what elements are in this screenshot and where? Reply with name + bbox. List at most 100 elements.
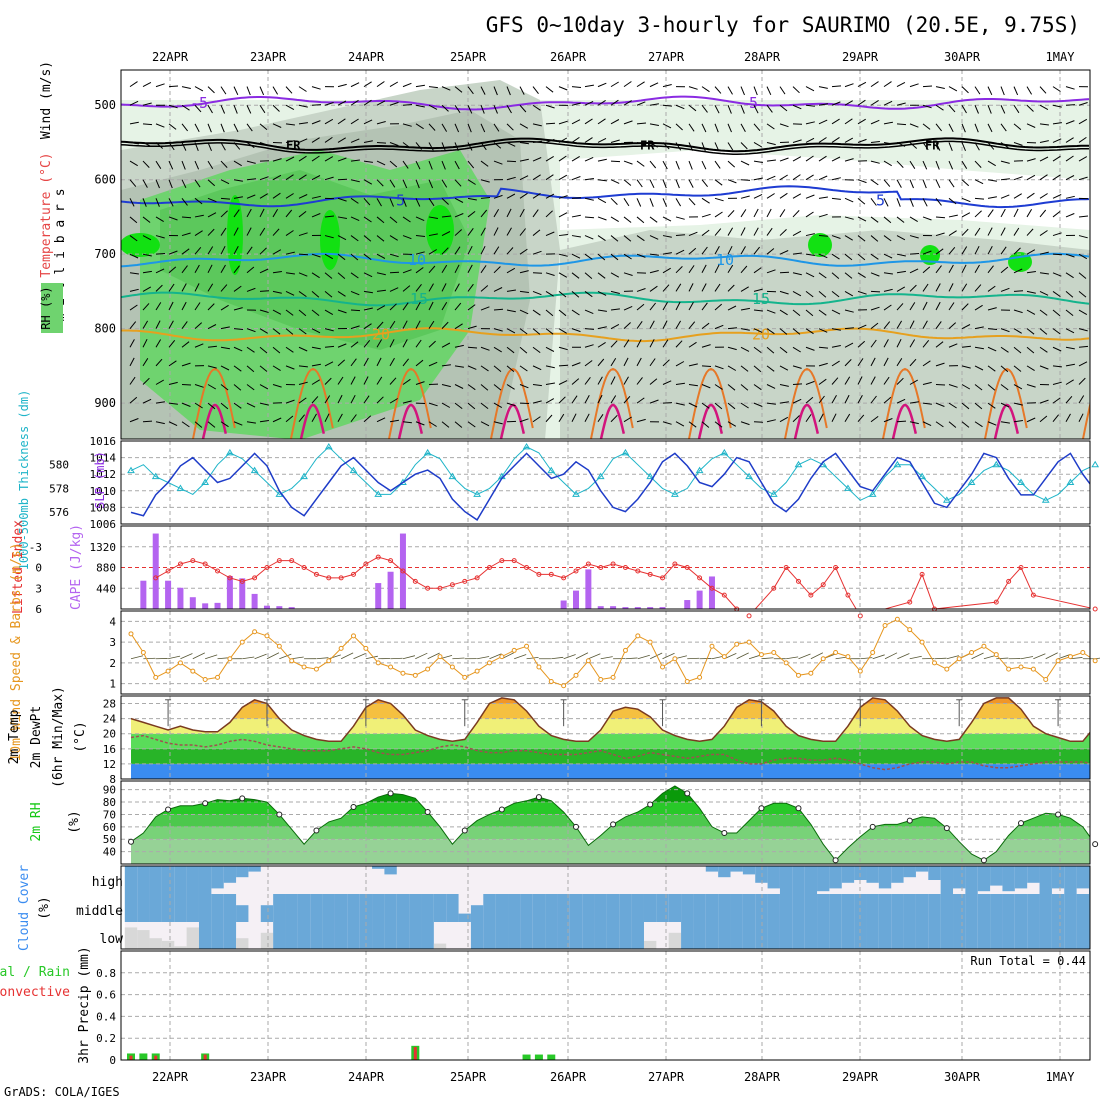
cape-bar (152, 533, 159, 609)
surface-barb (786, 656, 799, 660)
wind-barb (376, 417, 386, 423)
wind-barb (441, 364, 451, 367)
li-marker (808, 592, 814, 598)
wind-barb (1078, 118, 1088, 125)
wind-speed-marker (1080, 650, 1086, 655)
wind-barb (402, 421, 412, 424)
precip-tick-label: 0.8 (96, 967, 116, 980)
wind-barb (1065, 137, 1074, 143)
wind-barb (285, 346, 294, 353)
wind-barb (818, 137, 827, 143)
wind-barb (727, 305, 737, 311)
wind-barb (389, 320, 396, 329)
wind-barb (1065, 291, 1074, 298)
wind-barb (402, 339, 408, 348)
isotherm-label: 20 (372, 326, 390, 344)
wind-barb (857, 81, 867, 88)
cloud-clear-cell (656, 866, 670, 894)
li-marker (338, 575, 344, 581)
wind-barb (909, 421, 919, 425)
wind-barb (727, 86, 733, 95)
cloud-cover-cell (718, 866, 732, 878)
wind-barb (441, 283, 447, 292)
cloud-cover-cell (569, 922, 583, 949)
wind-barb (792, 230, 802, 236)
wind-barb (454, 264, 460, 274)
cloud-cover-cell (186, 866, 200, 894)
wind-barb (987, 227, 993, 236)
wind-barb (662, 421, 672, 425)
wind-barb (558, 253, 568, 257)
cape-bar (276, 606, 283, 609)
temp-unit-label: (°C) (73, 721, 88, 752)
wind-barb (844, 290, 854, 297)
wind-barb (961, 421, 970, 428)
wind-barb (636, 321, 643, 329)
wind-barb (909, 302, 916, 311)
wind-barb (181, 142, 187, 151)
wind-barb (532, 400, 542, 404)
wind-barb (779, 384, 789, 387)
wind-barb (480, 285, 489, 292)
li-marker (1006, 578, 1012, 584)
cloud-cover-cell (458, 913, 472, 922)
wind-barb (987, 285, 996, 292)
surface-barb (130, 655, 144, 660)
temp-frame (120, 695, 1091, 780)
date-label-bottom: 29APR (842, 1070, 879, 1084)
cloud-clear-cell (260, 866, 274, 894)
wind-barb (558, 195, 568, 199)
wind-barb (766, 208, 772, 218)
wind-barb (298, 328, 307, 335)
wind-barb (194, 246, 202, 255)
surface-barb (514, 654, 527, 660)
wind-barb (675, 283, 682, 292)
wind-barb (740, 328, 750, 331)
wind-barb (194, 384, 204, 388)
wind-speed-marker (499, 654, 505, 660)
wind-barb (363, 253, 372, 260)
wind-barb (532, 123, 542, 127)
wind-barb (129, 321, 137, 329)
wind-barb (376, 253, 386, 259)
wind-barb (272, 271, 282, 274)
cloud-clear-cell (594, 866, 608, 894)
date-label-top: 27APR (648, 50, 685, 64)
wind-barb (337, 216, 347, 219)
li-marker (561, 575, 567, 581)
wind-barb (662, 142, 670, 150)
wind-barb (896, 270, 906, 274)
cape-bar (597, 606, 604, 609)
date-label-bottom: 26APR (550, 1070, 587, 1084)
wind-barb (987, 86, 993, 96)
wind-barb (649, 82, 659, 88)
isotherm-line (121, 137, 1090, 153)
wind-speed-marker (412, 672, 418, 678)
wind-barb (701, 246, 708, 255)
wind-barb (1013, 346, 1022, 354)
li-marker (746, 613, 752, 619)
wind-tick-label: 4 (109, 615, 116, 628)
wind-barb (883, 376, 890, 385)
wind-speed-marker (684, 679, 690, 685)
cloud-clear-cell (273, 866, 287, 894)
wind-barb (1039, 140, 1049, 143)
li-marker (536, 571, 542, 577)
wind-barb (454, 213, 464, 218)
wind-barb (337, 359, 346, 367)
wind-barb (415, 84, 425, 88)
wind-barb (1000, 421, 1010, 424)
wind-barb (870, 357, 876, 367)
wind-barb (467, 142, 473, 151)
wind-barb (584, 156, 594, 162)
isotherm-line (121, 185, 1090, 209)
wind-barb (233, 365, 242, 372)
wind-tick-label: 3 (109, 636, 116, 649)
wind-barb (805, 272, 815, 278)
wind-barb (285, 209, 293, 218)
wind-barb (714, 142, 720, 151)
wind-barb (922, 160, 928, 170)
wind-barb (1026, 309, 1036, 315)
date-label-top: 24APR (348, 50, 385, 64)
rh-tick-label: 70 (103, 808, 116, 821)
